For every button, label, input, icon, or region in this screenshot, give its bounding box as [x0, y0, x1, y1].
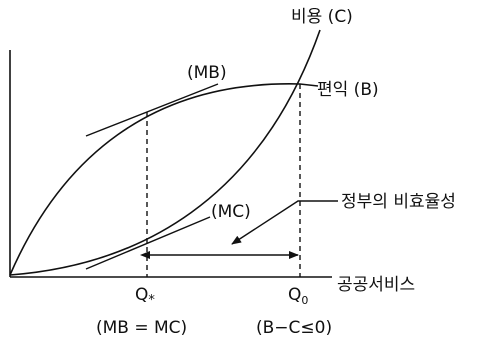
benefit-curve: [9, 83, 319, 276]
mc-label: (MC): [211, 202, 251, 222]
q-zero-note: (B−C≤0): [256, 318, 332, 337]
mb-tangent-line: [85, 83, 219, 137]
gov-failure-pointer: [231, 200, 338, 245]
cost-curve-label: 비용 (C): [291, 7, 353, 27]
mb-label: (MB): [187, 63, 227, 83]
q-star-label: Q*: [135, 285, 155, 308]
gov-failure-label: 정부의 비효율성: [341, 192, 456, 212]
cost-curve: [9, 29, 321, 276]
q-zero-label: Q0: [288, 285, 308, 307]
benefit-curve-label: 편익 (B): [317, 80, 379, 100]
x-axis-label: 공공서비스: [337, 275, 415, 295]
mc-tangent-line: [85, 216, 211, 270]
q-star-note: (MB = MC): [96, 318, 187, 337]
